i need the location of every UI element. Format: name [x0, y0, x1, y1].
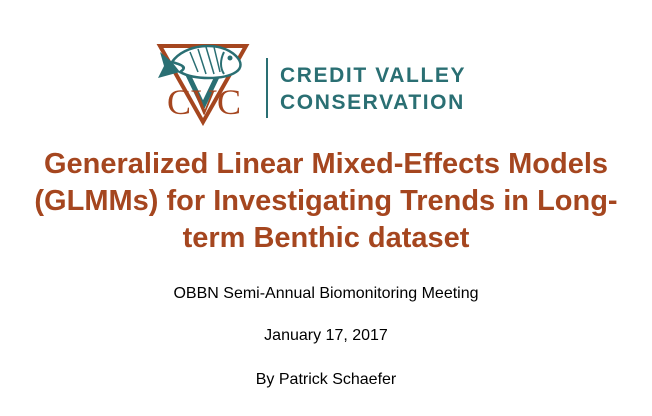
- logo-name-line-1: CREDIT VALLEY: [280, 64, 467, 87]
- logo-abbreviation: CVC: [166, 82, 242, 122]
- slide-title-line-1: Generalized Linear Mixed-Effects Models: [43, 148, 609, 180]
- meeting-name: OBBN Semi-Annual Biomonitoring Meeting: [173, 285, 479, 302]
- logo-name-line-2: CONSERVATION: [280, 91, 465, 114]
- cvc-logo: CVC CREDIT VALLEY CONSERVATION: [150, 36, 510, 126]
- slide-title-line-3: term Benthic dataset: [182, 222, 470, 254]
- fish-triangle-logo-icon: [156, 44, 250, 126]
- logo-organization-name: CREDIT VALLEY CONSERVATION: [280, 62, 466, 116]
- slide-title-line-2: (GLMMs) for Investigating Trends in Long…: [34, 185, 618, 217]
- logo-divider: [266, 58, 268, 118]
- presentation-date: January 17, 2017: [264, 327, 388, 344]
- presenter-name: By Patrick Schaefer: [255, 371, 397, 388]
- slide-title: Generalized Linear Mixed-Effects Models …: [10, 146, 642, 257]
